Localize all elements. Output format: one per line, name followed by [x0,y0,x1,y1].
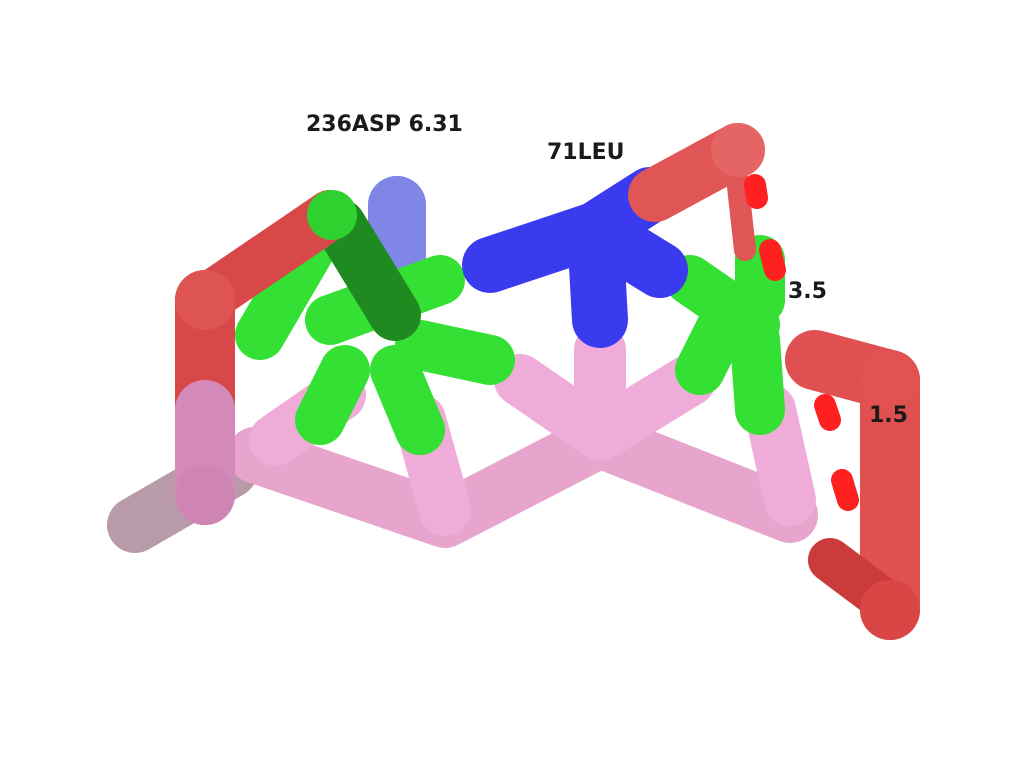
nitrogen-bonds [462,167,688,348]
distance-label-a: 3.5 [788,279,827,304]
residue-label-leu: 71LEU [547,140,625,165]
green-arm-front [314,199,421,341]
distance-label-b: 1.5 [869,403,908,428]
pink-backbone [227,412,818,548]
atom-caps [175,123,920,640]
residue-label-asp: 236ASP 6.31 [306,112,463,137]
oxygen-markers [744,174,859,511]
